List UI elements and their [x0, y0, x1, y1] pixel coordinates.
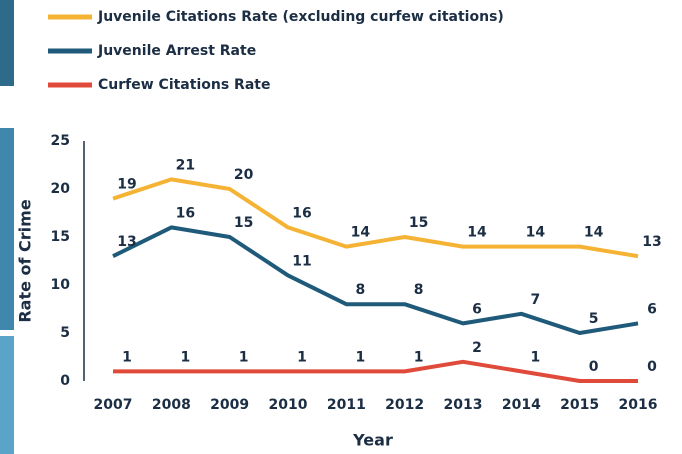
data-label: 6 — [472, 301, 482, 317]
y-tick-label: 15 — [51, 229, 70, 245]
data-label: 1 — [355, 349, 365, 365]
x-tick-label: 2007 — [94, 397, 133, 413]
data-label: 15 — [234, 215, 253, 231]
data-label: 13 — [642, 234, 661, 250]
x-tick-label: 2010 — [269, 397, 308, 413]
data-label: 0 — [589, 359, 599, 375]
y-tick-label: 25 — [51, 133, 70, 149]
data-label: 1 — [180, 349, 190, 365]
x-tick-label: 2013 — [444, 397, 483, 413]
y-tick-label: 10 — [51, 277, 71, 293]
data-label: 14 — [584, 225, 604, 241]
data-label: 0 — [647, 359, 657, 375]
data-label: 14 — [467, 225, 487, 241]
data-label: 1 — [414, 349, 424, 365]
legend-label: Juvenile Citations Rate (excluding curfe… — [97, 9, 504, 25]
series-line — [112, 177, 639, 259]
x-tick-label: 2014 — [502, 397, 541, 413]
series-line — [113, 359, 638, 383]
x-axis-label: Year — [352, 431, 393, 450]
legend-label: Curfew Citations Rate — [98, 77, 270, 93]
data-label: 14 — [526, 225, 546, 241]
data-label: 1 — [239, 349, 249, 365]
data-label: 16 — [176, 205, 195, 221]
x-tick-label: 2011 — [327, 397, 366, 413]
data-label: 14 — [351, 225, 371, 241]
y-axis-label: Rate of Crime — [16, 199, 35, 323]
data-label: 2 — [472, 340, 482, 356]
data-label: 1 — [297, 349, 307, 365]
data-label: 6 — [647, 301, 657, 317]
data-label: 7 — [530, 292, 540, 308]
data-label: 8 — [355, 282, 365, 298]
x-tick-label: 2016 — [619, 397, 658, 413]
data-label: 21 — [176, 157, 195, 173]
data-label: 19 — [117, 177, 136, 193]
data-label: 20 — [234, 167, 254, 183]
data-label: 5 — [589, 311, 599, 327]
x-tick-label: 2008 — [152, 397, 191, 413]
x-tick-label: 2012 — [385, 397, 424, 413]
decor-strip — [0, 0, 14, 86]
data-label: 11 — [292, 253, 311, 269]
legend-label: Juvenile Arrest Rate — [97, 43, 256, 59]
y-tick-label: 20 — [51, 181, 71, 197]
decor-strip — [0, 336, 14, 454]
data-label: 1 — [530, 349, 540, 365]
x-tick-label: 2009 — [210, 397, 249, 413]
data-label: 8 — [414, 282, 424, 298]
data-label: 16 — [292, 205, 311, 221]
data-label: 1 — [122, 349, 132, 365]
data-label: 13 — [117, 234, 136, 250]
y-tick-label: 5 — [60, 325, 70, 341]
y-tick-label: 0 — [60, 373, 70, 389]
decor-strip — [0, 128, 14, 330]
x-tick-label: 2015 — [560, 397, 599, 413]
series-line — [112, 225, 639, 335]
data-label: 15 — [409, 215, 428, 231]
